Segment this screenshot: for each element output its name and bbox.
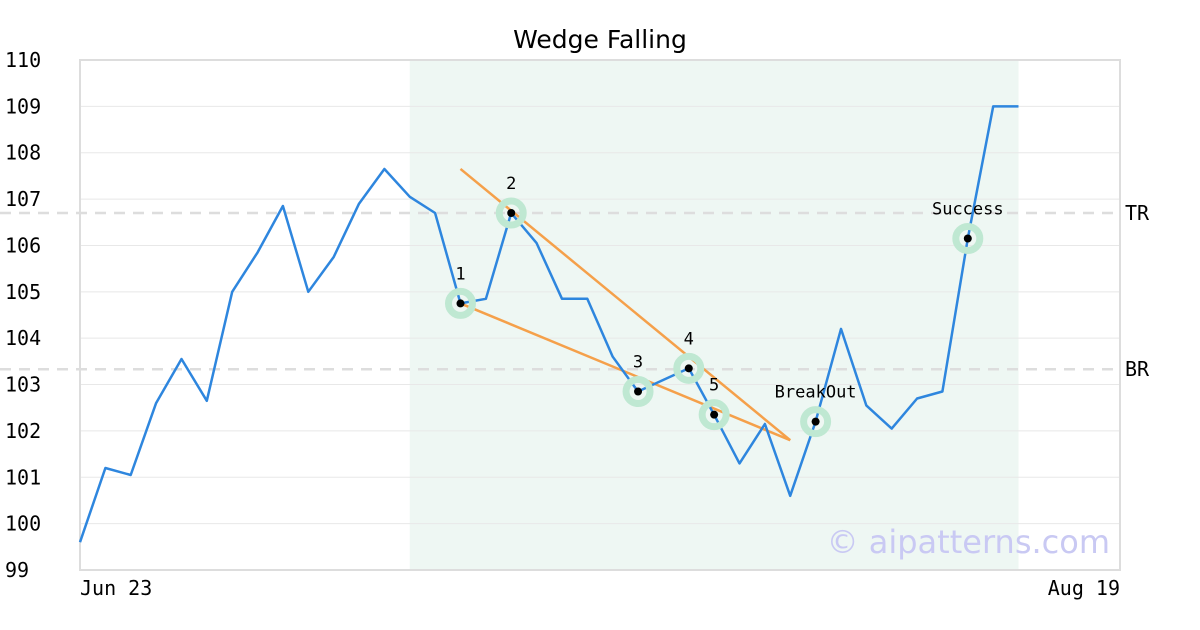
annotation-label-success: Success [932, 200, 1004, 220]
marker-dot-4 [684, 364, 693, 373]
trendline-upper [459, 167, 792, 442]
y-tick-label: 109 [5, 94, 41, 118]
y-tick-label: 105 [5, 280, 41, 304]
watermark: © aipatterns.com [827, 523, 1110, 561]
y-tick-label: 107 [5, 187, 41, 211]
x-axis-ticks: Jun 23 Aug 19 [80, 576, 1120, 600]
level-lines: TR BR [0, 201, 1150, 381]
y-tick-label: 100 [5, 512, 41, 536]
y-tick-label: 110 [5, 48, 41, 72]
y-axis-ticks: 99 100 101 102 103 104 105 106 107 108 109 110 [5, 48, 41, 582]
annotation-label-5: 5 [709, 376, 719, 396]
y-tick-label: 99 [5, 558, 29, 582]
y-tick-label: 108 [5, 141, 41, 165]
wedge-trendlines [459, 167, 792, 442]
x-tick-label: Aug 19 [1048, 576, 1120, 600]
price-line [78, 105, 1019, 543]
annotation-label-3: 3 [633, 353, 643, 373]
marker-halo-breakout [800, 406, 832, 438]
marker-halo-1 [444, 287, 476, 319]
level-label-br: BR [1125, 357, 1150, 381]
y-tick-label: 103 [5, 373, 41, 397]
annotation-label-1: 1 [455, 264, 465, 284]
y-tick-label: 101 [5, 465, 41, 489]
marker-dot-1 [456, 299, 465, 308]
plot-frame [79, 59, 1121, 571]
marker-halo-2 [495, 197, 527, 229]
marker-dot-breakout [811, 417, 820, 426]
x-tick-label: Jun 23 [80, 576, 152, 600]
level-label-tr: TR [1125, 201, 1150, 225]
trendline-lower [460, 302, 791, 442]
marker-halo-3 [622, 376, 654, 407]
marker-halo-success [952, 223, 984, 254]
annotation-label-2: 2 [506, 174, 516, 194]
annotation-label-breakout: BreakOut [775, 383, 857, 403]
annotation-label-4: 4 [684, 329, 694, 349]
marker-dot-5 [710, 410, 719, 419]
marker-dot-3 [634, 387, 643, 396]
marker-halo-4 [673, 352, 705, 384]
y-tick-label: 104 [5, 326, 41, 350]
chart-title: Wedge Falling [513, 25, 687, 54]
annotation-markers: 1 2 3 4 5 BreakOut Success [444, 174, 1004, 438]
grid-lines [80, 105, 1120, 525]
marker-dot-success [963, 234, 972, 243]
marker-halo-5 [698, 399, 730, 431]
marker-dot-2 [507, 209, 516, 217]
y-tick-label: 102 [5, 419, 41, 443]
pattern-shaded-region [409, 60, 1019, 570]
y-tick-label: 106 [5, 233, 41, 257]
